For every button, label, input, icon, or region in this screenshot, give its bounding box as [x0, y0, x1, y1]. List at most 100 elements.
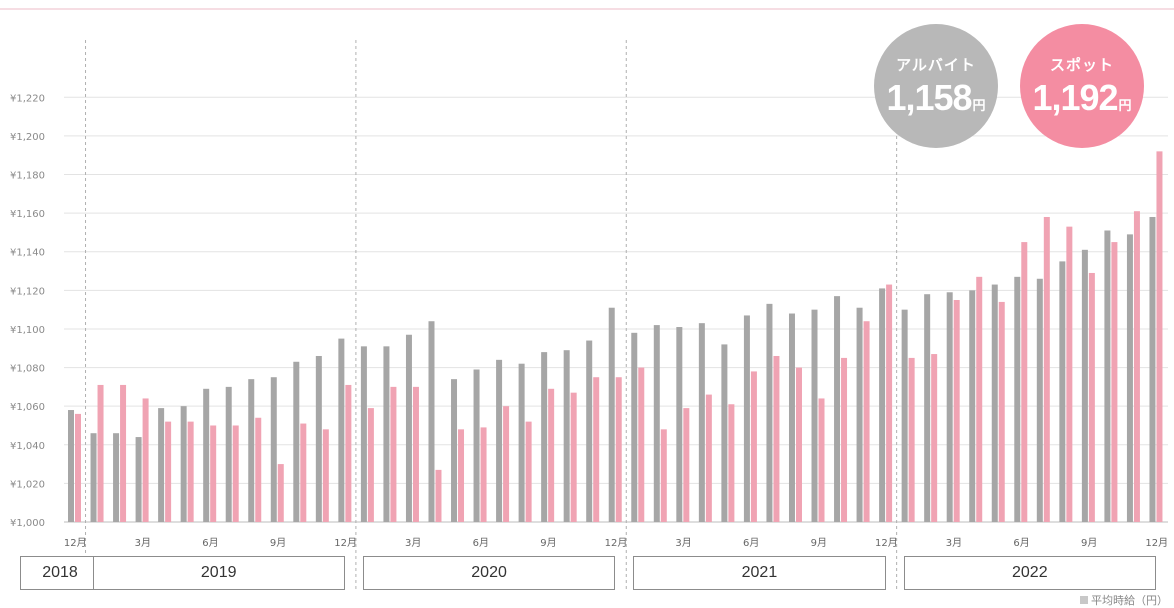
bar-gray — [1104, 230, 1111, 523]
bars — [68, 151, 1163, 523]
bar-gray — [248, 379, 255, 522]
bar-gray — [338, 338, 345, 522]
year-label-box: 2020 — [362, 556, 616, 590]
y-tick-label: ¥1,020 — [10, 479, 45, 490]
gridlines — [64, 96, 1168, 523]
y-tick-label: ¥1,100 — [10, 325, 45, 336]
bar-pink — [458, 429, 465, 522]
bar-gray — [270, 377, 277, 522]
bar-gray — [991, 284, 998, 522]
bar-pink — [863, 321, 870, 522]
bar-gray — [225, 386, 232, 522]
x-tick-label: 6月 — [743, 537, 759, 549]
bar-pink — [480, 427, 487, 522]
bar-pink — [412, 386, 419, 522]
bar-gray — [68, 410, 74, 522]
bar-gray — [360, 346, 367, 522]
y-tick-label: ¥1,060 — [10, 402, 45, 413]
bar-pink — [1066, 226, 1073, 522]
y-tick-label: ¥1,220 — [10, 93, 45, 104]
bar-pink — [1156, 151, 1163, 523]
bar-pink — [750, 371, 757, 522]
bar-gray — [901, 309, 908, 522]
bar-pink — [638, 367, 645, 522]
bar-gray — [1036, 278, 1043, 522]
bar-gray — [315, 355, 322, 522]
bar-gray — [563, 350, 570, 522]
x-tick-label: 9月 — [540, 537, 556, 549]
bar-pink — [683, 408, 690, 522]
bar-pink — [232, 425, 239, 522]
bar-gray — [676, 327, 683, 522]
bar-pink — [570, 392, 577, 522]
bar-gray — [879, 288, 886, 522]
bar-pink — [142, 398, 149, 522]
bar-gray — [451, 379, 458, 522]
x-tick-label: 12月 — [1145, 537, 1168, 549]
bar-gray — [1081, 249, 1088, 522]
x-tick-label: 12月 — [875, 537, 898, 549]
legend: 平均時給（円） — [1080, 592, 1168, 608]
bar-gray — [721, 344, 728, 522]
spot-badge-unit: 円 — [1118, 98, 1132, 114]
x-tick-label: 12月 — [64, 537, 87, 549]
y-tick-label: ¥1,080 — [10, 364, 45, 375]
y-tick-label: ¥1,160 — [10, 209, 45, 220]
bar-gray — [969, 290, 976, 522]
bar-gray — [698, 323, 705, 522]
bar-pink — [1133, 211, 1140, 522]
bar-gray — [608, 307, 615, 522]
bar-gray — [203, 388, 210, 522]
x-tick-label: 12月 — [605, 537, 628, 549]
bar-gray — [1014, 276, 1021, 522]
year-label-box: 2018 — [20, 556, 100, 590]
bar-gray — [518, 363, 525, 522]
bar-pink — [300, 423, 307, 522]
x-tick-label: 6月 — [1013, 537, 1029, 549]
x-tick-label: 3月 — [135, 537, 151, 549]
bar-pink — [1088, 272, 1095, 522]
bar-pink — [998, 301, 1005, 522]
x-tick-label: 12月 — [334, 537, 357, 549]
bar-pink — [976, 276, 983, 522]
y-tick-label: ¥1,040 — [10, 441, 45, 452]
bar-gray — [653, 325, 660, 522]
bar-gray — [766, 303, 773, 522]
legend-label: 平均時給（円） — [1091, 594, 1168, 607]
bar-pink — [1111, 242, 1118, 522]
bar-gray — [788, 313, 795, 522]
bar-pink — [435, 469, 442, 522]
spot-badge-label: スポット — [1049, 55, 1114, 74]
bar-gray — [383, 346, 390, 522]
bar-pink — [503, 406, 510, 522]
bar-gray — [180, 406, 187, 522]
bar-pink — [773, 355, 780, 522]
bar-pink — [322, 429, 329, 522]
x-tick-label: 6月 — [473, 537, 489, 549]
bar-gray — [811, 309, 818, 522]
bar-pink — [210, 425, 217, 522]
bar-gray — [158, 408, 165, 522]
bar-pink — [615, 377, 622, 522]
bar-gray — [541, 352, 548, 522]
top-divider-line — [0, 8, 1174, 10]
bar-pink — [1043, 216, 1050, 522]
bar-pink — [886, 284, 893, 522]
bar-gray — [1126, 234, 1133, 522]
x-tick-label: 3月 — [405, 537, 421, 549]
legend-swatch — [1080, 596, 1088, 604]
bar-pink — [593, 377, 600, 522]
x-tick-label: 9月 — [270, 537, 286, 549]
x-tick-label: 9月 — [811, 537, 827, 549]
bar-pink — [390, 386, 397, 522]
x-tick-label: 3月 — [675, 537, 691, 549]
bar-pink — [908, 357, 915, 522]
bar-pink — [187, 421, 194, 522]
bar-pink — [705, 394, 712, 522]
bar-gray — [743, 315, 750, 522]
bar-pink — [953, 300, 960, 522]
bar-pink — [367, 408, 374, 522]
spot-badge-value: 1,192 — [1032, 76, 1118, 118]
spot-badge: スポット 1,192円 — [1020, 24, 1144, 148]
